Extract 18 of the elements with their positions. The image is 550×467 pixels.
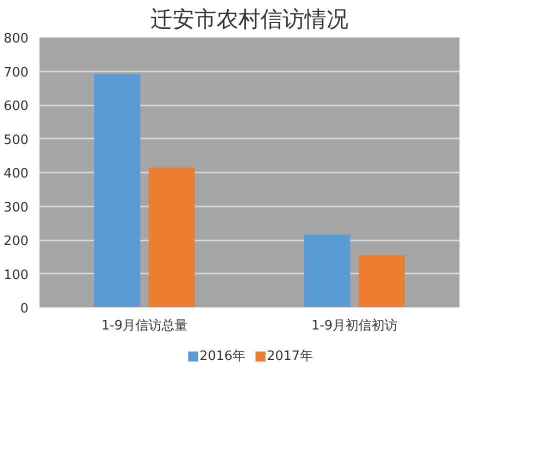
y-tick-label: 0 [20,302,29,316]
y-tick-label: 800 [4,32,29,46]
y-tick-label: 400 [4,166,29,182]
legend-label: 2016年 [199,349,246,364]
x-tick-label: 1-9月信访总量 [101,318,188,334]
bar [358,255,405,308]
y-tick-label: 100 [4,268,29,283]
y-tick-label: 500 [4,132,29,148]
bar [148,167,195,308]
legend-label: 2017年 [266,349,313,364]
y-tick-label: 700 [4,65,29,80]
y-tick-label: 600 [4,99,29,114]
y-tick-label: 300 [4,200,29,216]
x-tick-label: 1-9月初信初访 [311,318,398,334]
y-tick-label: 200 [4,234,29,249]
chart-title: 迁安市农村信访情况 [150,8,348,32]
bar [304,234,350,308]
bar [94,74,140,308]
